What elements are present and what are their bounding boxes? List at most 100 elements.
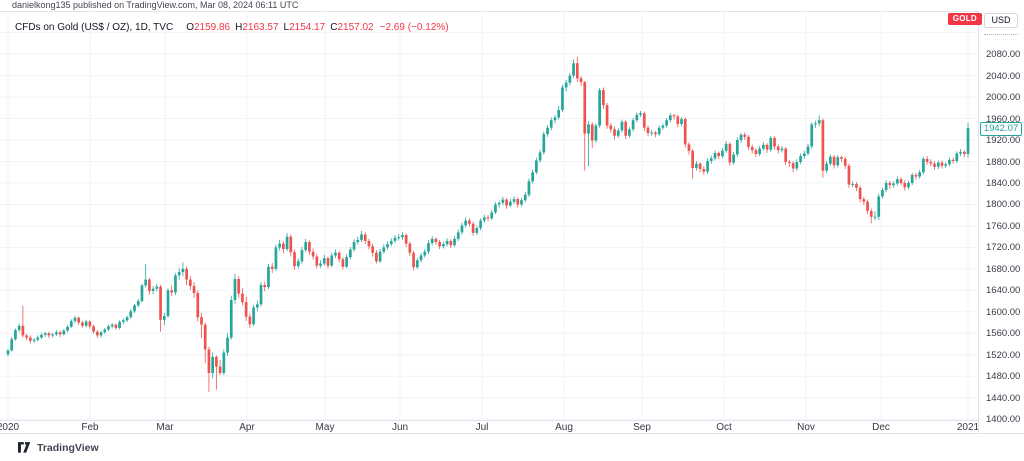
candle xyxy=(434,238,438,243)
candle xyxy=(828,156,832,164)
candle xyxy=(482,217,486,221)
tradingview-watermark[interactable]: TradingView xyxy=(18,442,99,454)
symbol-badge[interactable]: GOLD xyxy=(947,13,982,25)
candle xyxy=(352,242,356,250)
candle xyxy=(73,317,77,321)
price-tick-label: 1800.00 xyxy=(986,199,1021,211)
candle xyxy=(341,259,345,267)
candle xyxy=(255,304,259,308)
candle xyxy=(512,199,516,202)
candle xyxy=(244,302,248,317)
time-tick-label: Oct xyxy=(716,422,732,433)
candle xyxy=(728,143,732,163)
price-tick-label: 1520.00 xyxy=(986,349,1021,361)
candle xyxy=(62,330,66,335)
candle xyxy=(25,335,28,338)
candle xyxy=(170,290,174,293)
candle xyxy=(311,251,315,257)
candle xyxy=(252,307,255,325)
candle xyxy=(51,334,54,336)
candle xyxy=(527,181,531,195)
candle xyxy=(118,322,121,328)
candle xyxy=(516,199,520,205)
price-tick-label: 1960.00 xyxy=(986,113,1021,125)
candle xyxy=(315,256,319,266)
candle xyxy=(538,152,542,161)
candlestick-chart[interactable] xyxy=(0,11,978,421)
time-axis-top-border xyxy=(0,420,978,421)
candle xyxy=(404,235,408,244)
candle xyxy=(497,202,501,205)
candle xyxy=(650,132,654,134)
candle xyxy=(628,129,631,136)
candle xyxy=(561,87,564,110)
candle xyxy=(159,286,162,320)
candle xyxy=(136,301,140,306)
candle xyxy=(732,154,735,163)
price-tick-label: 1600.00 xyxy=(986,306,1021,318)
candle xyxy=(475,228,479,233)
candle xyxy=(393,237,397,241)
candle xyxy=(888,182,892,186)
candle xyxy=(966,128,970,154)
candle xyxy=(508,201,512,206)
candle xyxy=(241,293,244,303)
candle xyxy=(895,179,899,184)
price-tick-label: 2040.00 xyxy=(986,70,1021,82)
price-axis[interactable]: USD 2080.00 2040.00 2000.00 1960.00 1920.00 1… xyxy=(978,11,1024,433)
candle xyxy=(371,246,375,253)
candle xyxy=(438,242,441,247)
candle xyxy=(814,123,817,125)
price-tick-label: 1680.00 xyxy=(986,263,1021,275)
candle xyxy=(791,163,795,169)
candle xyxy=(717,152,721,157)
candle xyxy=(468,220,471,224)
candle xyxy=(196,293,200,318)
candle xyxy=(21,325,25,336)
close-label: C xyxy=(330,22,338,33)
candle xyxy=(222,352,226,373)
candle xyxy=(415,260,419,268)
candle xyxy=(873,216,877,218)
axis-dotted-divider xyxy=(984,34,1018,35)
candle xyxy=(215,356,218,367)
candle xyxy=(84,321,88,326)
candle xyxy=(695,163,698,168)
low-label: L xyxy=(283,22,290,33)
candle xyxy=(367,240,371,247)
candle xyxy=(397,237,401,239)
candle xyxy=(300,250,304,262)
candle xyxy=(631,120,635,130)
candle xyxy=(665,120,668,126)
candle xyxy=(419,255,423,261)
time-tick-label: May xyxy=(315,422,335,433)
candle xyxy=(382,247,386,252)
candle xyxy=(799,156,802,163)
candle xyxy=(464,220,468,226)
price-tick-label: 1480.00 xyxy=(986,371,1021,383)
candle xyxy=(754,150,758,154)
candles xyxy=(6,56,970,392)
candle xyxy=(587,124,590,134)
candle xyxy=(575,63,579,79)
change-value: −2.69 (−0.12%) xyxy=(379,22,449,33)
candle xyxy=(598,90,601,126)
candle xyxy=(322,258,326,264)
attribution-link[interactable]: danielkong135 published on TradingView.c… xyxy=(12,0,299,10)
candle xyxy=(520,200,523,205)
time-tick-label: Dec xyxy=(872,422,890,433)
candle xyxy=(680,119,683,124)
price-tick-label: 2000.00 xyxy=(986,92,1021,104)
candle xyxy=(535,160,538,173)
candle xyxy=(58,332,62,335)
candle xyxy=(378,251,382,262)
candle xyxy=(832,156,836,166)
candle xyxy=(769,137,773,150)
price-tick-label: 1920.00 xyxy=(986,135,1021,146)
candle xyxy=(125,317,129,321)
candle xyxy=(55,332,58,335)
candle xyxy=(207,349,211,373)
time-axis[interactable]: 2020 Feb Mar Apr May Jun Jul Aug Sep Oct Nov Dec 202… xyxy=(0,421,978,433)
candle xyxy=(285,236,289,249)
candle xyxy=(200,317,203,325)
